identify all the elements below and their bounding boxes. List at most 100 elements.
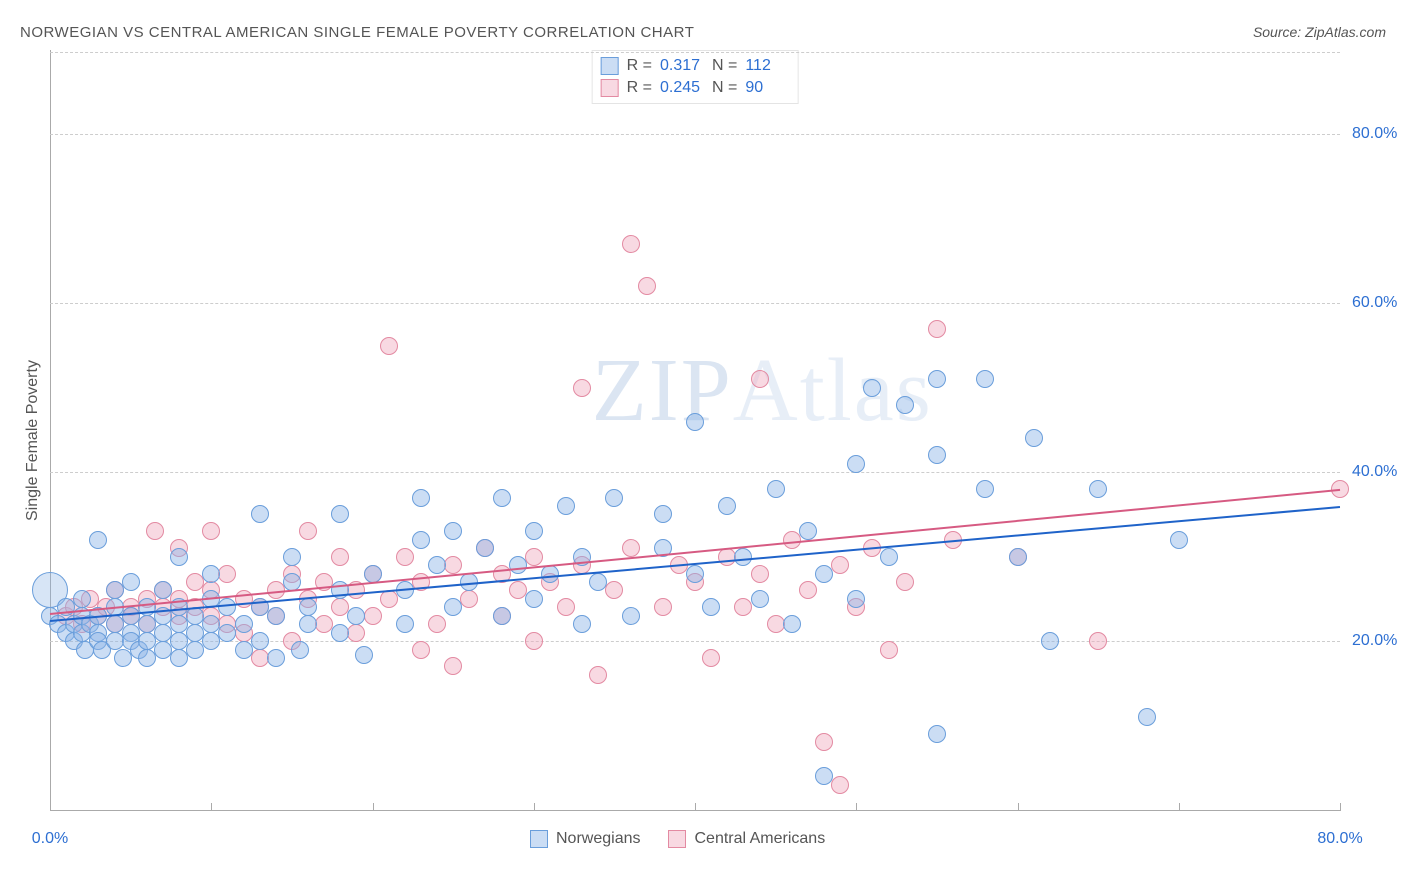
scatter-point <box>702 649 720 667</box>
scatter-point <box>412 531 430 549</box>
scatter-point <box>557 497 575 515</box>
scatter-point <box>493 607 511 625</box>
scatter-point <box>355 646 373 664</box>
scatter-point <box>114 649 132 667</box>
scatter-point <box>1009 548 1027 566</box>
scatter-point <box>444 657 462 675</box>
scatter-point <box>235 641 253 659</box>
y-axis-label: Single Female Poverty <box>24 360 42 521</box>
trend-line <box>50 506 1340 622</box>
scatter-point <box>73 590 91 608</box>
scatter-point <box>154 581 172 599</box>
scatter-point <box>847 590 865 608</box>
stats-legend-box: R = 0.317 N = 112 R = 0.245 N = 90 <box>592 50 799 104</box>
xtick-mark <box>1179 803 1180 811</box>
scatter-point <box>525 590 543 608</box>
scatter-point <box>1089 632 1107 650</box>
chart-title: NORWEGIAN VS CENTRAL AMERICAN SINGLE FEM… <box>20 24 694 41</box>
scatter-point <box>525 632 543 650</box>
scatter-point <box>444 556 462 574</box>
watermark-zip: ZIP <box>592 341 733 440</box>
stats-row-norwegians: R = 0.317 N = 112 <box>601 55 790 77</box>
scatter-point <box>428 556 446 574</box>
scatter-point <box>622 607 640 625</box>
scatter-point <box>202 522 220 540</box>
trend-line <box>50 489 1340 615</box>
scatter-point <box>783 531 801 549</box>
r-value-norwegians: 0.317 <box>660 57 704 75</box>
scatter-point <box>605 489 623 507</box>
ytick-label: 20.0% <box>1352 632 1397 650</box>
scatter-point <box>396 548 414 566</box>
scatter-point <box>976 370 994 388</box>
scatter-point <box>847 455 865 473</box>
scatter-point <box>202 565 220 583</box>
scatter-point <box>170 548 188 566</box>
scatter-point <box>1041 632 1059 650</box>
scatter-point <box>622 235 640 253</box>
swatch-central-americans <box>601 79 619 97</box>
scatter-point <box>331 624 349 642</box>
scatter-point <box>896 573 914 591</box>
legend-label-central-americans: Central Americans <box>694 830 825 848</box>
source-attribution: Source: ZipAtlas.com <box>1253 24 1386 40</box>
scatter-point <box>138 649 156 667</box>
gridline <box>50 134 1340 135</box>
scatter-point <box>589 573 607 591</box>
scatter-point <box>831 556 849 574</box>
scatter-point <box>331 548 349 566</box>
xtick-mark <box>856 803 857 811</box>
y-axis-line <box>50 50 51 810</box>
scatter-point <box>251 632 269 650</box>
gridline <box>50 52 1340 53</box>
stats-row-central-americans: R = 0.245 N = 90 <box>601 77 790 99</box>
r-label: R = <box>627 57 652 75</box>
scatter-point <box>299 598 317 616</box>
scatter-point <box>509 556 527 574</box>
plot-area: ZIPAtlas R = 0.317 N = 112 R = 0.245 N =… <box>50 50 1340 811</box>
scatter-point <box>799 522 817 540</box>
scatter-point <box>686 413 704 431</box>
scatter-point <box>622 539 640 557</box>
xtick-mark <box>211 803 212 811</box>
source-prefix: Source: <box>1253 24 1305 40</box>
scatter-point <box>638 277 656 295</box>
legend-swatch-norwegians <box>530 830 548 848</box>
scatter-point <box>863 379 881 397</box>
xtick-label: 0.0% <box>32 830 68 848</box>
scatter-point <box>928 725 946 743</box>
xtick-mark <box>1340 803 1341 811</box>
scatter-point <box>299 522 317 540</box>
swatch-norwegians <box>601 57 619 75</box>
watermark-atlas: Atlas <box>733 341 933 440</box>
scatter-point <box>412 641 430 659</box>
scatter-point <box>267 649 285 667</box>
scatter-point <box>299 615 317 633</box>
scatter-point <box>283 548 301 566</box>
legend-label-norwegians: Norwegians <box>556 830 640 848</box>
scatter-point <box>751 370 769 388</box>
scatter-point <box>444 522 462 540</box>
scatter-point <box>880 641 898 659</box>
scatter-point <box>718 497 736 515</box>
scatter-point <box>1089 480 1107 498</box>
scatter-point <box>589 666 607 684</box>
scatter-point <box>218 565 236 583</box>
scatter-point <box>380 337 398 355</box>
xtick-label: 80.0% <box>1317 830 1362 848</box>
ytick-label: 60.0% <box>1352 294 1397 312</box>
xtick-mark <box>534 803 535 811</box>
xtick-mark <box>1018 803 1019 811</box>
scatter-point <box>146 522 164 540</box>
scatter-point <box>493 489 511 507</box>
scatter-point <box>1138 708 1156 726</box>
legend-swatch-central-americans <box>668 830 686 848</box>
scatter-point <box>291 641 309 659</box>
scatter-point <box>557 598 575 616</box>
scatter-point <box>428 615 446 633</box>
scatter-point <box>751 590 769 608</box>
scatter-point <box>106 581 124 599</box>
n-label: N = <box>712 57 737 75</box>
scatter-point <box>444 598 462 616</box>
scatter-point <box>767 480 785 498</box>
